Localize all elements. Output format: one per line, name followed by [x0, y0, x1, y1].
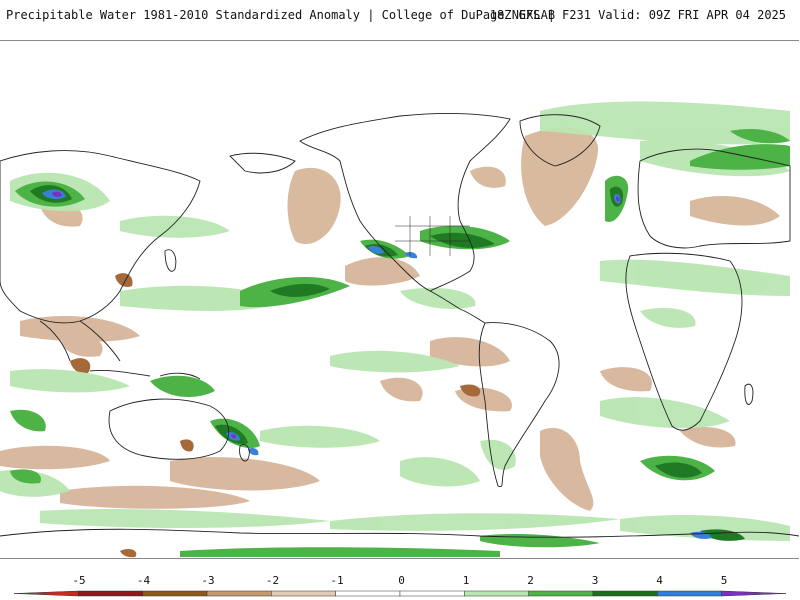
colorbar-scale: -5 -4 -3 -2 -1 0 1 2 3 4 5 [13, 574, 787, 597]
colorbar-tick-label: 5 [721, 574, 728, 587]
colorbar-segment [464, 590, 529, 597]
colorbar-segment [592, 590, 658, 597]
map-title: Precipitable Water 1981-2010 Standardize… [6, 8, 556, 22]
colorbar-segment [657, 590, 722, 597]
map-panel[interactable] [0, 40, 799, 559]
colorbar-tick-label: 1 [463, 574, 470, 587]
colorbar-tick-label: -1 [330, 574, 343, 587]
colorbar-tick-label: -4 [137, 574, 151, 587]
colorbar-tick-label: -3 [201, 574, 214, 587]
colorbar-tick-label: 4 [656, 574, 663, 587]
dry-anomaly-layer [0, 127, 780, 511]
colorbar-tick-label: 2 [527, 574, 534, 587]
colorbar-tick-label: -5 [72, 574, 85, 587]
colorbar-segment [13, 590, 79, 597]
colorbar-segment [142, 590, 208, 597]
colorbar-segment [399, 590, 465, 597]
colorbar-tick-label: 3 [592, 574, 599, 587]
colorbar: -5 -4 -3 -2 -1 0 1 2 3 4 5 [0, 566, 800, 600]
colorbar-tick-label: 0 [398, 574, 405, 587]
colorbar-segment [206, 590, 272, 597]
colorbar-segment [271, 590, 336, 597]
strong-dry-anomaly-layer [70, 273, 481, 558]
colorbar-segment [721, 590, 787, 597]
run-info: 18Z GFS | F231 Valid: 09Z FRI APR 04 202… [489, 8, 786, 22]
header: Precipitable Water 1981-2010 Standardize… [0, 0, 800, 30]
colorbar-tick-label: -2 [266, 574, 279, 587]
colorbar-segment [335, 590, 401, 597]
world-map [0, 101, 799, 558]
colorbar-segment [528, 590, 594, 597]
colorbar-segment [78, 590, 143, 597]
wet-max-anomaly-layer [52, 191, 620, 439]
coastline-layer [0, 112, 799, 538]
